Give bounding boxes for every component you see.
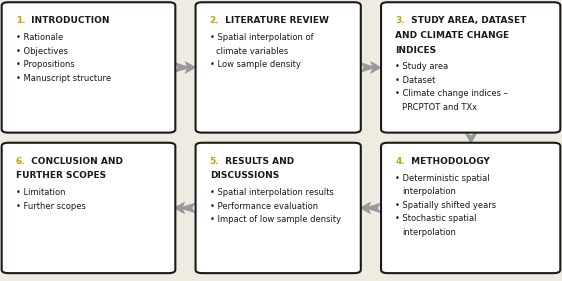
Text: • Study area: • Study area bbox=[395, 62, 448, 71]
Text: • Deterministic spatial: • Deterministic spatial bbox=[395, 174, 490, 183]
Text: • Further scopes: • Further scopes bbox=[16, 202, 85, 211]
FancyBboxPatch shape bbox=[381, 2, 560, 133]
Text: • Rationale: • Rationale bbox=[16, 33, 63, 42]
Text: AND CLIMATE CHANGE: AND CLIMATE CHANGE bbox=[395, 31, 509, 40]
Text: LITERATURE REVIEW: LITERATURE REVIEW bbox=[222, 16, 329, 25]
Text: • Dataset: • Dataset bbox=[395, 76, 436, 85]
FancyBboxPatch shape bbox=[381, 143, 560, 273]
Text: PRCPTOT and TXx: PRCPTOT and TXx bbox=[402, 103, 477, 112]
Text: • Climate change indices –: • Climate change indices – bbox=[395, 89, 508, 98]
Text: INTRODUCTION: INTRODUCTION bbox=[28, 16, 110, 25]
Text: 4.: 4. bbox=[395, 157, 405, 166]
Text: • Propositions: • Propositions bbox=[16, 60, 75, 69]
Text: interpolation: interpolation bbox=[402, 187, 456, 196]
Text: 3.: 3. bbox=[395, 16, 405, 25]
Text: STUDY AREA, DATASET: STUDY AREA, DATASET bbox=[407, 16, 526, 25]
FancyBboxPatch shape bbox=[196, 2, 361, 133]
Text: FURTHER SCOPES: FURTHER SCOPES bbox=[16, 171, 106, 180]
Text: climate variables: climate variables bbox=[216, 47, 289, 56]
Text: CONCLUSION AND: CONCLUSION AND bbox=[28, 157, 123, 166]
Text: 2.: 2. bbox=[210, 16, 219, 25]
Text: • Spatially shifted years: • Spatially shifted years bbox=[395, 201, 496, 210]
Text: 5.: 5. bbox=[210, 157, 219, 166]
Text: DISCUSSIONS: DISCUSSIONS bbox=[210, 171, 279, 180]
Text: • Manuscript structure: • Manuscript structure bbox=[16, 74, 111, 83]
Text: • Performance evaluation: • Performance evaluation bbox=[210, 202, 318, 211]
Text: RESULTS AND: RESULTS AND bbox=[222, 157, 294, 166]
Text: • Stochastic spatial: • Stochastic spatial bbox=[395, 214, 477, 223]
Text: • Low sample density: • Low sample density bbox=[210, 60, 301, 69]
Text: interpolation: interpolation bbox=[402, 228, 456, 237]
Text: • Impact of low sample density: • Impact of low sample density bbox=[210, 215, 341, 224]
Text: INDICES: INDICES bbox=[395, 46, 436, 55]
FancyBboxPatch shape bbox=[196, 143, 361, 273]
Text: 1.: 1. bbox=[16, 16, 25, 25]
Text: • Limitation: • Limitation bbox=[16, 188, 65, 197]
Text: METHODOLOGY: METHODOLOGY bbox=[407, 157, 490, 166]
Text: • Spatial interpolation results: • Spatial interpolation results bbox=[210, 188, 333, 197]
FancyBboxPatch shape bbox=[2, 143, 175, 273]
Text: • Spatial interpolation of: • Spatial interpolation of bbox=[210, 33, 313, 42]
Text: • Objectives: • Objectives bbox=[16, 47, 68, 56]
FancyBboxPatch shape bbox=[2, 2, 175, 133]
Text: 6.: 6. bbox=[16, 157, 25, 166]
